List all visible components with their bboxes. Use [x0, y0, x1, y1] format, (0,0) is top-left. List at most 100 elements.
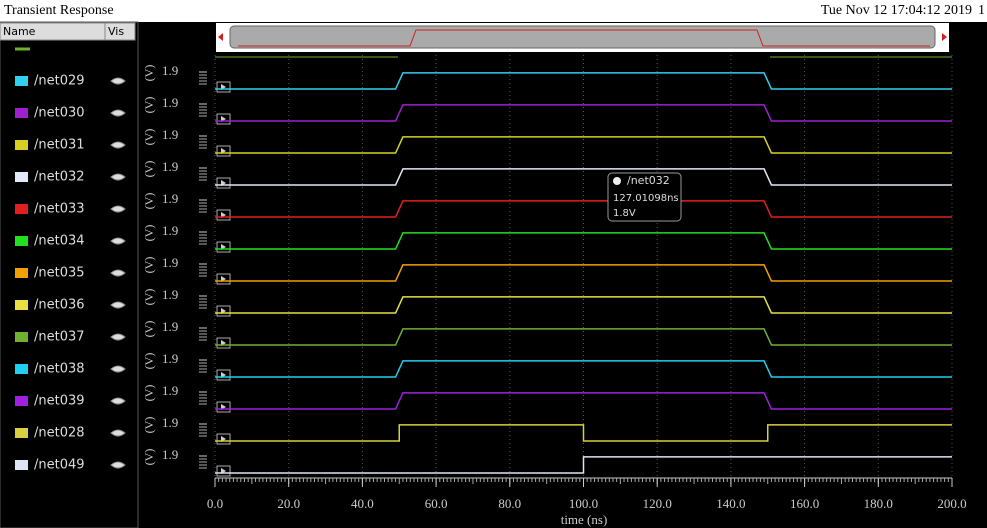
color-swatch: [15, 364, 28, 374]
visibility-icon[interactable]: [110, 397, 126, 405]
unit-label: (V): [142, 257, 156, 274]
window-title: Transient Response: [4, 3, 114, 18]
visibility-icon[interactable]: [110, 301, 126, 309]
signal-name: /net035: [34, 266, 85, 281]
row-marker: [216, 369, 231, 381]
x-tick-label: 200.0: [937, 496, 966, 511]
signal-name: /net049: [34, 458, 85, 473]
visibility-icon[interactable]: [110, 237, 126, 245]
color-swatch: [15, 236, 28, 246]
visibility-icon[interactable]: [110, 269, 126, 277]
title-bar: [0, 0, 987, 22]
y-tick-label: 1.9: [162, 95, 178, 110]
y-tick-label: 1.9: [162, 415, 178, 430]
x-axis-label: time (ns): [561, 512, 608, 527]
signal-name: /net037: [34, 330, 85, 345]
overview-trace: [238, 29, 930, 47]
waveform: [215, 168, 952, 186]
visibility-icon[interactable]: [110, 429, 126, 437]
tooltip-value: 1.8V: [613, 208, 636, 219]
visibility-icon[interactable]: [110, 333, 126, 341]
x-tick-label: 40.0: [351, 496, 374, 511]
waveform: [215, 232, 952, 250]
color-swatch: [15, 76, 28, 86]
signal-name: /net032: [34, 170, 85, 185]
visibility-icon[interactable]: [110, 461, 126, 469]
waveform: [215, 104, 952, 122]
color-swatch: [15, 300, 28, 310]
signal-name: /net030: [34, 106, 85, 121]
x-tick-label: 100.0: [569, 496, 598, 511]
visibility-icon[interactable]: [110, 141, 126, 149]
x-tick-label: 0.0: [207, 496, 223, 511]
waveform: [215, 200, 952, 218]
unit-label: (V): [142, 321, 156, 338]
y-tick-label: 1.9: [162, 383, 178, 398]
waveform: [215, 328, 952, 346]
color-swatch: [15, 108, 28, 118]
signal-name: /net036: [34, 298, 85, 313]
waveform: [215, 296, 952, 314]
color-swatch: [15, 332, 28, 342]
row-marker: [216, 113, 231, 125]
unit-label: (V): [142, 65, 156, 82]
unit-label: (V): [142, 129, 156, 146]
unit-label: (V): [142, 353, 156, 370]
row-marker: [216, 433, 231, 445]
scrollbar-thumb[interactable]: [229, 25, 936, 49]
color-swatch: [15, 428, 28, 438]
signal-name: /net038: [34, 362, 85, 377]
y-tick-label: 1.9: [162, 255, 178, 270]
column-header: Name: [3, 25, 36, 38]
unit-label: (V): [142, 385, 156, 402]
x-tick-label: 80.0: [498, 496, 521, 511]
row-marker: [216, 177, 231, 189]
waveform: [215, 424, 952, 442]
row-marker: [216, 145, 231, 157]
color-swatch: [15, 140, 28, 150]
waveform: [215, 264, 952, 282]
x-tick-label: 120.0: [643, 496, 672, 511]
waveform: [215, 136, 952, 154]
signal-name: /net031: [34, 138, 85, 153]
x-tick-label: 20.0: [277, 496, 300, 511]
y-tick-label: 1.9: [162, 319, 178, 334]
waveform: [215, 392, 952, 410]
unit-label: (V): [142, 97, 156, 114]
x-tick-label: 180.0: [864, 496, 893, 511]
row-marker: [216, 273, 231, 285]
visibility-icon[interactable]: [110, 173, 126, 181]
visibility-icon[interactable]: [110, 365, 126, 373]
visibility-icon[interactable]: [110, 205, 126, 213]
timestamp: Tue Nov 12 17:04:12 2019: [821, 3, 972, 18]
y-tick-label: 1.9: [162, 191, 178, 206]
vis-header[interactable]: [104, 22, 136, 41]
y-tick-label: 1.9: [162, 447, 178, 462]
signal-name: /net029: [34, 74, 85, 89]
tooltip: /net032 127.01098ns 1.8V: [607, 172, 682, 222]
y-tick-label: 1.9: [162, 351, 178, 366]
row-marker: [216, 337, 231, 349]
signal-name: /net028: [34, 426, 85, 441]
y-tick-label: 1.9: [162, 223, 178, 238]
tooltip-signal: /net032: [627, 174, 670, 187]
unit-label: (V): [142, 289, 156, 306]
corner-text: 1: [978, 3, 985, 18]
y-tick-label: 1.9: [162, 159, 178, 174]
waveform: [215, 456, 952, 474]
x-tick-label: 60.0: [425, 496, 448, 511]
visibility-icon[interactable]: [110, 77, 126, 85]
color-swatch: [15, 204, 28, 214]
visibility-icon[interactable]: [110, 109, 126, 117]
y-tick-label: 1.9: [162, 63, 178, 78]
tooltip-time: 127.01098ns: [613, 193, 679, 204]
row-marker: [216, 81, 231, 93]
signal-name: /net039: [34, 394, 85, 409]
row-marker: [216, 305, 231, 317]
x-tick-label: 160.0: [790, 496, 819, 511]
waveform: [215, 72, 952, 90]
unit-label: (V): [142, 193, 156, 210]
